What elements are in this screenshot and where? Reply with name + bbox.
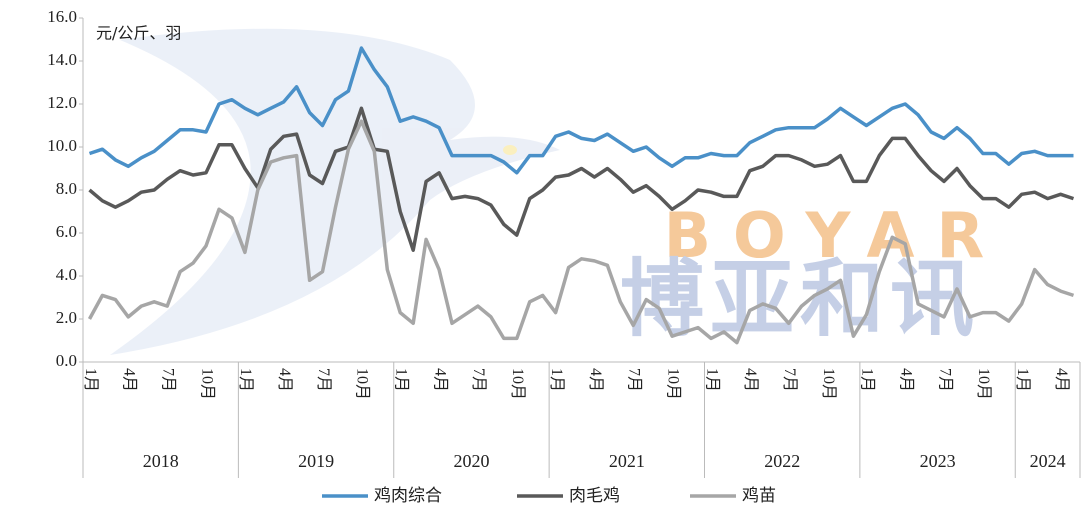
x-tick-label: 1月 — [393, 368, 410, 392]
x-tick-label: 10月 — [198, 368, 215, 400]
legend-label: 鸡肉综合 — [374, 486, 442, 506]
x-tick-label: 4月 — [431, 368, 448, 392]
x-tick-label: 1月 — [237, 368, 254, 392]
group-label: 2020 — [453, 451, 489, 471]
unit-label: 元/公斤、羽 — [96, 24, 181, 43]
watermark-logo — [110, 28, 560, 355]
x-tick-label: 10月 — [354, 368, 371, 400]
y-tick-label: 12.0 — [47, 93, 77, 112]
y-tick-label: 0.0 — [56, 351, 77, 370]
group-label: 2022 — [764, 451, 800, 471]
x-tick-label: 1月 — [82, 368, 99, 392]
y-tick-label: 4.0 — [56, 265, 77, 284]
x-tick-label: 1月 — [703, 368, 720, 392]
x-tick-label: 7月 — [159, 368, 176, 392]
x-tick-label: 4月 — [898, 368, 915, 392]
x-tick-label: 10月 — [820, 368, 837, 400]
logo-shape — [110, 28, 560, 355]
x-tick-label: 7月 — [781, 368, 798, 392]
x-tick-label: 7月 — [626, 368, 643, 392]
series-line — [87, 119, 1075, 345]
x-tick-label: 7月 — [936, 368, 953, 392]
group-label: 2021 — [609, 451, 645, 471]
group-label: 2024 — [1030, 451, 1066, 471]
x-tick-label: 7月 — [470, 368, 487, 392]
group-label: 2023 — [920, 451, 956, 471]
watermark-cn: 博亚和讯 — [620, 250, 980, 348]
y-tick-label: 8.0 — [56, 179, 77, 198]
y-tick-label: 6.0 — [56, 222, 77, 241]
y-tick-label: 2.0 — [56, 308, 77, 327]
x-tick-label: 4月 — [121, 368, 138, 392]
legend-label: 鸡苗 — [742, 486, 776, 506]
logo-eye — [503, 145, 517, 155]
x-tick-label: 4月 — [276, 368, 293, 392]
watermark-en: BOYAR — [664, 199, 1006, 272]
x-tick-label: 1月 — [1014, 368, 1031, 392]
x-tick-label: 10月 — [975, 368, 992, 400]
legend-label: 肉毛鸡 — [569, 486, 620, 506]
x-tick-label: 10月 — [509, 368, 526, 400]
group-label: 2019 — [298, 451, 334, 471]
x-tick-label: 4月 — [587, 368, 604, 392]
x-tick-label: 4月 — [1053, 368, 1070, 392]
x-tick-label: 1月 — [859, 368, 876, 392]
x-tick-label: 7月 — [315, 368, 332, 392]
x-tick-label: 1月 — [548, 368, 565, 392]
group-label: 2018 — [143, 451, 179, 471]
x-tick-label: 4月 — [742, 368, 759, 392]
x-tick-label: 10月 — [664, 368, 681, 400]
series-line — [88, 46, 1074, 175]
y-tick-label: 16.0 — [47, 7, 77, 26]
y-tick-label: 10.0 — [47, 136, 77, 155]
y-tick-label: 14.0 — [47, 50, 77, 69]
series-line — [88, 106, 1075, 252]
